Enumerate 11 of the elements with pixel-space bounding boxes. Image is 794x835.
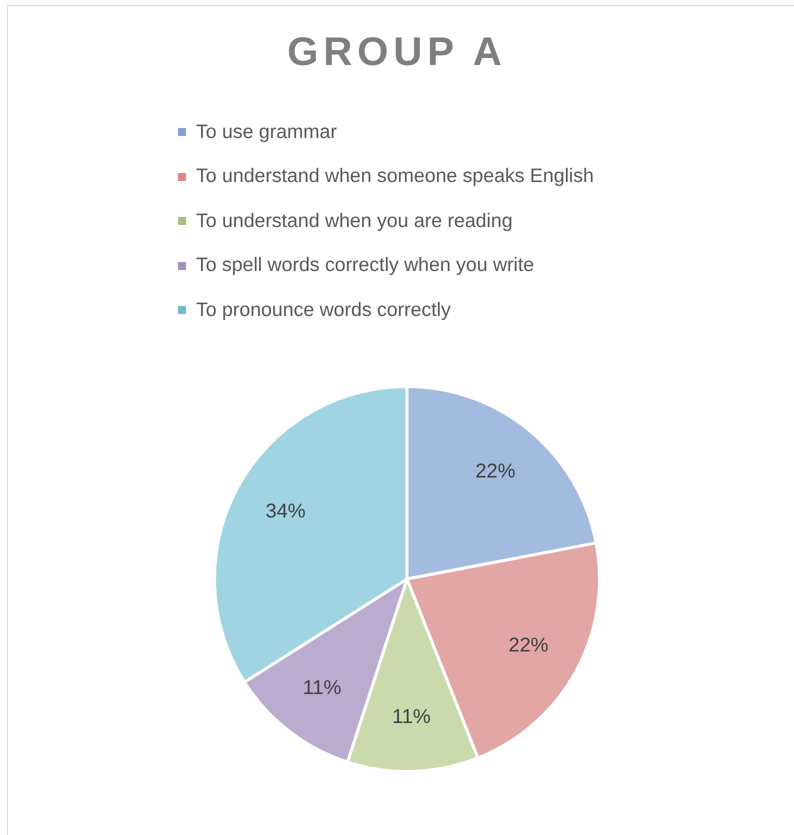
legend-label: To spell words correctly when you write bbox=[196, 254, 534, 278]
data-label: 22% bbox=[508, 634, 549, 656]
data-label: 34% bbox=[266, 500, 306, 523]
legend-label: To use grammar bbox=[196, 120, 337, 144]
data-label: 11% bbox=[302, 677, 342, 700]
chart-title: GROUP A bbox=[286, 30, 508, 75]
legend-label: To understand when you are reading bbox=[196, 210, 513, 233]
legend-label: To pronounce words correctly bbox=[196, 298, 451, 322]
data-label: 22% bbox=[475, 460, 516, 483]
legend-label: To understand when someone speaks English bbox=[196, 165, 594, 188]
data-label: 11% bbox=[392, 706, 431, 728]
